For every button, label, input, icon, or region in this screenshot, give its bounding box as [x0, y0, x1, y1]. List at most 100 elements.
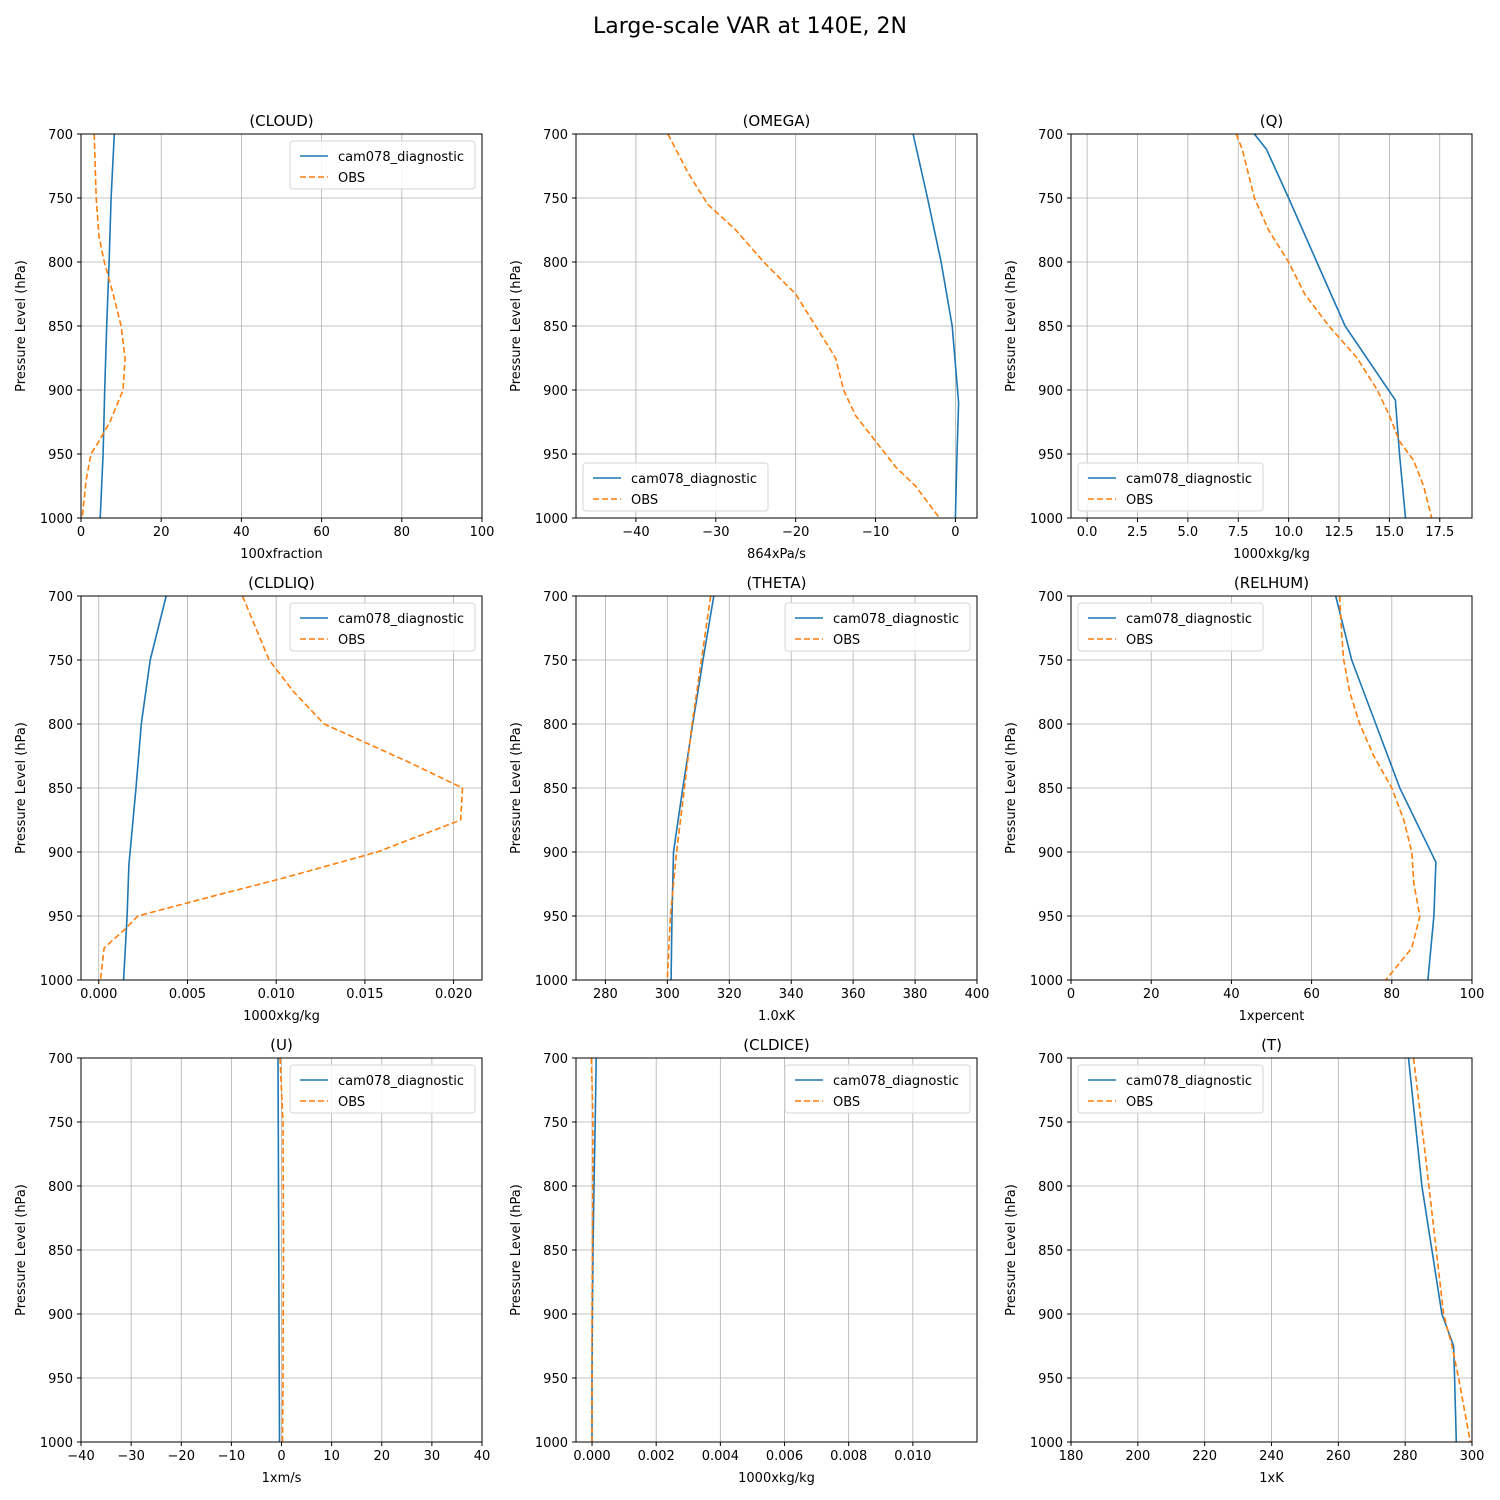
y-tick-label: 900	[543, 384, 568, 399]
y-axis-label: Pressure Level (hPa)	[509, 260, 524, 392]
x-tick-label: 0.010	[894, 1449, 931, 1464]
subplot-title: (U)	[270, 1036, 293, 1054]
model-line	[1334, 595, 1437, 981]
x-tick-label: 360	[841, 987, 866, 1002]
y-tick-label: 950	[48, 448, 73, 463]
x-tick-label: −40	[67, 1449, 94, 1464]
y-tick-label: 1000	[40, 1436, 73, 1451]
x-tick-label: 40	[233, 525, 250, 540]
subplot-relhum: 0 20 40 60 80 100 700 750 800 850 900 950 1000 (RELHU…	[1004, 574, 1484, 1024]
x-tick-label: 12.5	[1325, 525, 1354, 540]
y-tick-label: 800	[1038, 718, 1063, 733]
y-axis-label: Pressure Level (hPa)	[1004, 260, 1019, 392]
subplot-q: 0.0 2.5 5.0 7.5 10.0 12.5 15.0 17.5 700 750 800 850…	[1004, 112, 1473, 562]
y-axis-label: Pressure Level (hPa)	[509, 1184, 524, 1316]
x-axis-label: 1000xkg/kg	[738, 1471, 815, 1486]
legend-label: OBS	[631, 493, 658, 508]
y-tick-label: 750	[48, 1116, 73, 1131]
x-tick-label: −10	[862, 525, 889, 540]
y-tick-label: 800	[48, 1180, 73, 1195]
legend-box	[1077, 602, 1264, 652]
y-tick-label: 900	[1038, 846, 1063, 861]
x-tick-label: 15.0	[1375, 525, 1404, 540]
y-tick-label: 800	[48, 256, 73, 271]
y-tick-label: 1000	[40, 974, 73, 989]
x-tick-label: 10.0	[1274, 525, 1303, 540]
subplot-title: (OMEGA)	[743, 112, 811, 130]
subplot-title: (T)	[1261, 1036, 1282, 1054]
y-tick-label: 750	[543, 654, 568, 669]
subplot-cldliq: 0.000 0.005 0.010 0.015 0.020 700 750 800 850 900…	[14, 574, 483, 1024]
y-tick-label: 700	[1038, 590, 1063, 605]
legend-label: OBS	[338, 633, 365, 648]
legend-box	[784, 1064, 971, 1114]
x-tick-label: 40	[1223, 987, 1240, 1002]
x-tick-label: 300	[1460, 1449, 1485, 1464]
obs-line	[667, 133, 941, 519]
y-tick-label: 850	[543, 320, 568, 335]
y-tick-label: 900	[1038, 384, 1063, 399]
y-tick-label: 700	[48, 128, 73, 143]
x-axis-label: 1xK	[1259, 1471, 1284, 1486]
y-axis-label: Pressure Level (hPa)	[14, 1184, 29, 1316]
x-tick-label: 100	[1460, 987, 1485, 1002]
obs-line	[666, 595, 712, 981]
x-tick-label: 20	[373, 1449, 390, 1464]
y-tick-label: 750	[1038, 192, 1063, 207]
subplot-title: (CLOUD)	[249, 112, 313, 130]
subplot-title: (THETA)	[747, 574, 807, 592]
y-tick-label: 850	[1038, 782, 1063, 797]
subplot-title: (RELHUM)	[1234, 574, 1309, 592]
y-tick-label: 850	[543, 782, 568, 797]
x-tick-label: 240	[1259, 1449, 1284, 1464]
y-tick-label: 800	[48, 718, 73, 733]
x-tick-label: 0.006	[766, 1449, 803, 1464]
y-tick-label: 1000	[535, 1436, 568, 1451]
x-tick-label: 300	[655, 987, 680, 1002]
y-tick-label: 750	[1038, 1116, 1063, 1131]
x-tick-label: −20	[782, 525, 809, 540]
legend-label: OBS	[833, 633, 860, 648]
x-tick-label: −30	[702, 525, 729, 540]
x-tick-label: 380	[903, 987, 928, 1002]
y-tick-label: 900	[543, 1308, 568, 1323]
y-tick-label: 950	[1038, 1372, 1063, 1387]
x-tick-label: 5.0	[1178, 525, 1199, 540]
x-tick-label: 0	[1067, 987, 1075, 1002]
y-tick-label: 800	[543, 718, 568, 733]
legend: cam078_diagnostic OBS	[784, 1064, 971, 1114]
y-tick-label: 1000	[1030, 1436, 1063, 1451]
model-line	[99, 133, 116, 519]
y-tick-label: 800	[1038, 1180, 1063, 1195]
figure-title: Large-scale VAR at 140E, 2N	[593, 14, 907, 39]
y-tick-label: 900	[48, 384, 73, 399]
x-tick-label: 30	[424, 1449, 441, 1464]
x-tick-label: 17.5	[1425, 525, 1454, 540]
x-tick-label: 0.005	[169, 987, 206, 1002]
y-tick-label: 950	[543, 1372, 568, 1387]
y-tick-label: 750	[48, 654, 73, 669]
x-tick-label: 40	[474, 1449, 491, 1464]
obs-line	[1235, 133, 1433, 519]
y-tick-label: 850	[48, 1244, 73, 1259]
y-tick-label: 850	[48, 320, 73, 335]
y-tick-label: 950	[48, 910, 73, 925]
x-tick-label: 0.0	[1077, 525, 1098, 540]
y-tick-label: 800	[543, 256, 568, 271]
legend: cam078_diagnostic OBS	[289, 602, 476, 652]
x-tick-label: 180	[1059, 1449, 1084, 1464]
x-tick-label: 260	[1326, 1449, 1351, 1464]
y-tick-label: 1000	[1030, 512, 1063, 527]
y-axis-label: Pressure Level (hPa)	[1004, 722, 1019, 854]
y-tick-label: 700	[543, 128, 568, 143]
subplot-t: 180 200 220 240 260 280 300 700 750 800 850 900 950 1…	[1004, 1036, 1484, 1486]
y-tick-label: 850	[1038, 1244, 1063, 1259]
x-axis-label: 1xpercent	[1239, 1009, 1305, 1024]
x-axis-label: 1000xkg/kg	[1233, 547, 1310, 562]
subplot-cldice: 0.000 0.002 0.004 0.006 0.008 0.010 700 750 800 8…	[509, 1036, 978, 1486]
y-tick-label: 700	[543, 590, 568, 605]
x-tick-label: 7.5	[1228, 525, 1249, 540]
obs-line	[1412, 1057, 1472, 1443]
legend: cam078_diagnostic OBS	[1077, 602, 1264, 652]
legend-box	[289, 1064, 476, 1114]
